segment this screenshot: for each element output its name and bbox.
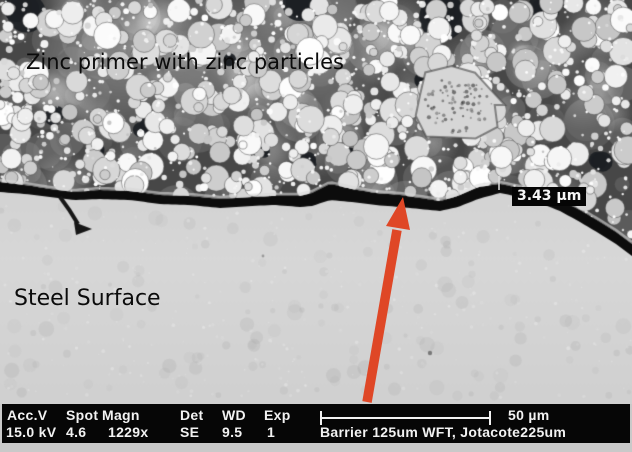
magn-value: 1229x: [108, 424, 149, 440]
steel-surface-label: Steel Surface: [14, 286, 161, 311]
zinc-primer-label: Zinc primer with zinc particles: [26, 50, 344, 74]
gap-measurement-label: 3.43 µm: [512, 187, 587, 206]
spot-value: 4.6: [66, 424, 87, 440]
accv-header: Acc.V: [7, 407, 48, 423]
det-value: SE: [180, 424, 200, 440]
accv-value: 15.0 kV: [6, 424, 57, 440]
sample-description: Barrier 125um WFT, Jotacote225um: [320, 424, 567, 440]
exp-header: Exp: [264, 407, 291, 423]
scale-label: 50 µm: [508, 407, 550, 423]
magn-header: Magn: [102, 407, 140, 423]
scale-bar-right-tick: [489, 411, 491, 425]
sem-info-bar: Acc.V Spot Magn Det WD Exp 15.0 kV 4.6 1…: [2, 404, 630, 443]
det-header: Det: [180, 407, 204, 423]
scale-bar: [320, 411, 491, 425]
exp-value: 1: [267, 424, 276, 440]
scale-bar-line: [320, 417, 491, 419]
spot-header: Spot: [66, 407, 99, 423]
wd-header: WD: [222, 407, 246, 423]
wd-value: 9.5: [222, 424, 243, 440]
